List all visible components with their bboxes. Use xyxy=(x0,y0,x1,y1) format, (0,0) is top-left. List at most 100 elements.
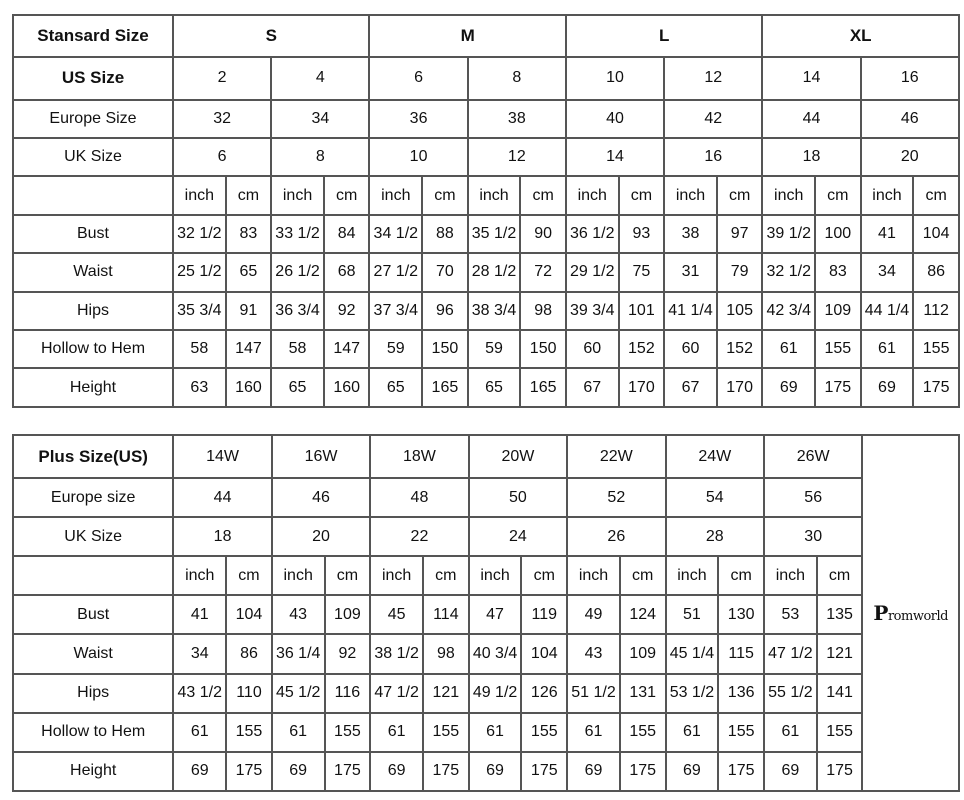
europe-size-label: Europe size xyxy=(11,477,175,519)
uk-size-label: UK Size xyxy=(12,136,174,178)
europe-size-value: 34 xyxy=(270,98,371,139)
measurement-row: Hollow to Hem 61 155 61 155 61 155 61 155 61 155 61… xyxy=(11,711,959,753)
measurement-value: 49 1/2 xyxy=(467,672,523,714)
unit-inch: inch xyxy=(566,555,621,597)
measurement-value: 92 xyxy=(322,290,371,332)
unit-cm: cm xyxy=(715,175,764,216)
measurement-value: 61 xyxy=(270,711,326,753)
measurement-value: 152 xyxy=(715,329,764,370)
uk-size-value: 28 xyxy=(664,516,765,558)
measurement-value: 35 1/2 xyxy=(466,213,522,255)
measurement-row: Hips 35 3/4 91 36 3/4 92 37 3/4 96 38 3/4 98 39 3… xyxy=(12,290,960,332)
measurement-value: 84 xyxy=(322,213,371,255)
measurement-value: 175 xyxy=(815,750,864,793)
measurement-value: 79 xyxy=(715,252,764,293)
measurement-value: 68 xyxy=(322,252,371,293)
measurement-value: 175 xyxy=(814,367,862,408)
watermark-cell: Promworld xyxy=(861,434,960,792)
size-group-S: S xyxy=(171,13,371,59)
measurement-value: 175 xyxy=(717,750,765,793)
measurement-value: 26 1/2 xyxy=(270,252,325,293)
uk-size-value: 18 xyxy=(761,136,862,178)
us-size-value: 22W xyxy=(566,433,667,480)
measurement-value: 55 1/2 xyxy=(762,672,818,714)
measurement-row: Height 69 175 69 175 69 175 69 175 69 175 69 175 69 17… xyxy=(11,750,959,793)
measurement-value: 47 xyxy=(467,594,523,636)
measurement-value: 121 xyxy=(422,672,470,714)
measurement-value: 175 xyxy=(225,750,273,793)
unit-inch: inch xyxy=(369,555,424,597)
measurement-value: 150 xyxy=(519,329,567,370)
us-size-value: 16W xyxy=(270,433,372,480)
measurement-value: 65 xyxy=(224,252,273,293)
unit-inch: inch xyxy=(762,555,818,597)
unit-row: inch cm inch cm inch cm inch cm inch cm inch cm inch… xyxy=(12,175,960,216)
europe-size-value: 46 xyxy=(859,98,961,139)
measurement-value: 59 xyxy=(466,329,522,370)
measurement-value: 135 xyxy=(815,594,864,636)
uk-size-value: 30 xyxy=(762,516,864,558)
uk-size-value: 18 xyxy=(172,516,273,558)
us-size-value: 6 xyxy=(368,56,469,101)
measurement-value: 69 xyxy=(762,750,818,793)
measurement-value: 41 xyxy=(859,213,915,255)
measurement-value: 109 xyxy=(814,290,862,332)
us-size-value: 12 xyxy=(663,56,764,101)
measurement-value: 115 xyxy=(717,633,765,675)
measurement-value: 69 xyxy=(859,367,915,408)
measurement-value: 63 xyxy=(172,367,227,408)
measurement-value: 160 xyxy=(224,367,273,408)
measurement-value: 51 1/2 xyxy=(566,672,621,714)
unit-cm: cm xyxy=(520,555,569,597)
unit-inch: inch xyxy=(663,175,718,216)
measurement-value: 45 1/4 xyxy=(664,633,720,675)
measurement-label: Hips xyxy=(12,290,174,332)
measurement-value: 59 xyxy=(368,329,424,370)
europe-size-value: 56 xyxy=(762,477,864,519)
measurement-value: 155 xyxy=(717,711,765,753)
measurement-value: 155 xyxy=(814,329,862,370)
measurement-value: 61 xyxy=(369,711,424,753)
measurement-value: 47 1/2 xyxy=(762,633,818,675)
measurement-value: 42 3/4 xyxy=(761,290,817,332)
europe-size-value: 42 xyxy=(663,98,764,139)
unit-cm: cm xyxy=(224,175,273,216)
measurement-value: 65 xyxy=(270,367,325,408)
measurement-value: 104 xyxy=(225,594,273,636)
europe-size-value: 38 xyxy=(466,98,567,139)
measurement-value: 70 xyxy=(421,252,469,293)
measurement-value: 69 xyxy=(172,750,228,793)
measurement-value: 114 xyxy=(422,594,470,636)
measurement-row: Waist 25 1/2 65 26 1/2 68 27 1/2 70 28 1/2 72 29 … xyxy=(12,252,960,293)
measurement-label: Waist xyxy=(11,633,175,675)
measurement-value: 175 xyxy=(323,750,372,793)
measurement-value: 34 xyxy=(859,252,915,293)
measurement-value: 43 xyxy=(566,633,621,675)
measurement-value: 45 xyxy=(369,594,424,636)
measurement-label: Hollow to Hem xyxy=(11,711,175,753)
unit-cm: cm xyxy=(422,555,470,597)
measurement-value: 147 xyxy=(224,329,273,370)
europe-size-row: Europe Size 32 34 36 38 40 42 44 46 xyxy=(12,98,961,139)
measurement-label: Hips xyxy=(11,672,175,714)
measurement-value: 147 xyxy=(322,329,371,370)
uk-size-value: 20 xyxy=(859,136,961,178)
measurement-value: 175 xyxy=(912,367,960,408)
unit-cm: cm xyxy=(815,555,864,597)
europe-size-value: 46 xyxy=(270,477,372,519)
measurement-value: 109 xyxy=(618,633,667,675)
size-group-XL: XL xyxy=(761,13,960,59)
measurement-value: 175 xyxy=(422,750,470,793)
unit-row: inch cm inch cm inch cm inch cm inch cm inch cm inch… xyxy=(11,555,959,597)
europe-size-value: 36 xyxy=(368,98,469,139)
measurement-value: 86 xyxy=(912,252,960,293)
unit-inch: inch xyxy=(172,175,227,216)
us-size-row: Plus Size(US) 14W 16W 18W 20W 22W 24W 26W Promwo… xyxy=(11,433,960,792)
measurement-value: 130 xyxy=(717,594,765,636)
unit-inch: inch xyxy=(564,175,620,216)
measurement-value: 58 xyxy=(172,329,227,370)
us-size-value: 18W xyxy=(369,433,470,480)
us-size-value: 14W xyxy=(172,433,273,480)
measurement-value: 69 xyxy=(761,367,817,408)
measurement-value: 39 3/4 xyxy=(564,290,620,332)
